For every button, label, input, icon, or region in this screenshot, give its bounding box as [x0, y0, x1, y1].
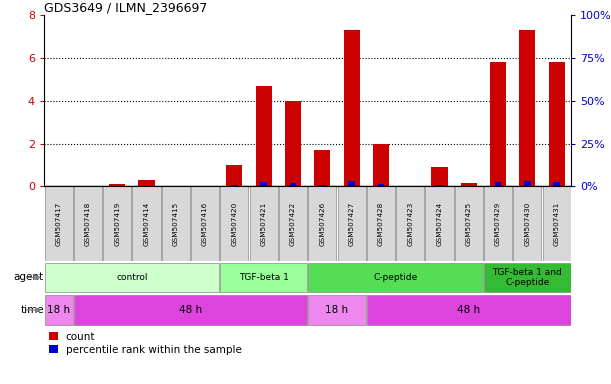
Bar	[45, 295, 73, 325]
Bar	[378, 184, 384, 186]
Text: GSM507427: GSM507427	[349, 202, 354, 246]
Text: GSM507422: GSM507422	[290, 202, 296, 246]
Bar	[191, 186, 219, 261]
Text: TGF-beta 1 and
C-peptide: TGF-beta 1 and C-peptide	[492, 268, 562, 287]
Bar	[221, 263, 307, 292]
Text: GSM507420: GSM507420	[232, 202, 238, 246]
Bar	[109, 184, 125, 186]
Bar	[285, 101, 301, 186]
Bar	[279, 186, 307, 261]
Bar	[343, 30, 360, 186]
Text: GSM507431: GSM507431	[554, 202, 560, 246]
Bar	[308, 186, 336, 261]
Text: 48 h: 48 h	[457, 305, 480, 315]
Text: GDS3649 / ILMN_2396697: GDS3649 / ILMN_2396697	[44, 1, 207, 14]
Bar	[554, 182, 560, 186]
Text: GSM507419: GSM507419	[114, 202, 120, 246]
Bar	[319, 185, 326, 186]
Bar	[290, 183, 296, 186]
Text: C-peptide: C-peptide	[373, 273, 418, 282]
Text: GSM507423: GSM507423	[407, 202, 413, 246]
Text: 18 h: 18 h	[47, 305, 70, 315]
Bar	[367, 295, 571, 325]
Bar	[260, 182, 267, 186]
Bar	[373, 144, 389, 186]
Text: control: control	[116, 273, 148, 282]
Bar	[484, 186, 512, 261]
Text: TGF-beta 1: TGF-beta 1	[239, 273, 288, 282]
Bar	[250, 186, 278, 261]
Bar	[524, 180, 530, 186]
Bar	[519, 30, 535, 186]
Bar	[314, 150, 331, 186]
Bar	[103, 186, 131, 261]
Text: GSM507429: GSM507429	[495, 202, 501, 246]
Bar	[308, 263, 483, 292]
Bar	[74, 186, 102, 261]
Bar	[396, 186, 424, 261]
Bar	[543, 186, 571, 261]
Bar	[45, 263, 219, 292]
Bar	[74, 295, 307, 325]
Bar	[425, 186, 453, 261]
Bar	[513, 186, 541, 261]
Bar	[490, 62, 506, 186]
Bar	[45, 186, 73, 261]
Text: GSM507414: GSM507414	[144, 202, 150, 246]
Text: GSM507424: GSM507424	[436, 202, 442, 246]
Text: GSM507426: GSM507426	[320, 202, 325, 246]
Bar	[337, 186, 365, 261]
Bar	[549, 62, 565, 186]
Bar	[231, 185, 238, 186]
Text: GSM507428: GSM507428	[378, 202, 384, 246]
Bar	[461, 183, 477, 186]
Bar	[162, 186, 190, 261]
Bar	[308, 295, 365, 325]
Text: 48 h: 48 h	[179, 305, 202, 315]
Text: time: time	[20, 305, 44, 315]
Bar	[139, 180, 155, 186]
Legend: count, percentile rank within the sample: count, percentile rank within the sample	[49, 332, 242, 355]
Bar	[133, 186, 161, 261]
Text: GSM507415: GSM507415	[173, 202, 179, 246]
Bar	[226, 165, 243, 186]
Text: GSM507425: GSM507425	[466, 202, 472, 246]
Bar	[367, 186, 395, 261]
Text: 18 h: 18 h	[326, 305, 348, 315]
Bar	[436, 185, 443, 186]
Bar	[484, 263, 571, 292]
Text: agent: agent	[14, 272, 44, 283]
Bar	[348, 181, 355, 186]
Bar	[255, 86, 272, 186]
Bar	[455, 186, 483, 261]
Text: GSM507421: GSM507421	[261, 202, 266, 246]
Bar	[495, 182, 501, 186]
Bar	[221, 186, 249, 261]
Text: GSM507416: GSM507416	[202, 202, 208, 246]
Text: GSM507430: GSM507430	[524, 202, 530, 246]
Text: GSM507417: GSM507417	[56, 202, 62, 246]
Bar	[431, 167, 447, 186]
Text: GSM507418: GSM507418	[85, 202, 91, 246]
